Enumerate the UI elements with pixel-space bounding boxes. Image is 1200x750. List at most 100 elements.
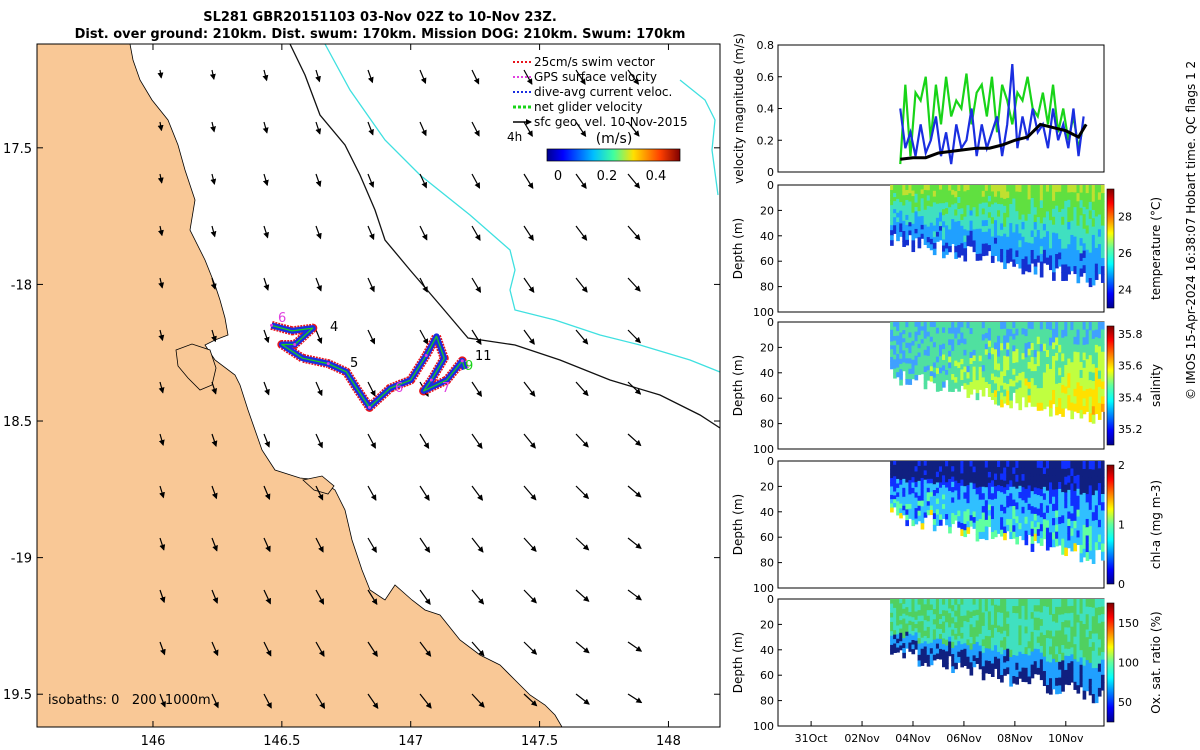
heatmap-cell xyxy=(914,370,919,376)
heatmap-cell xyxy=(938,471,943,478)
heatmap-cell xyxy=(911,482,916,489)
heatmap-cell xyxy=(1021,334,1026,342)
heatmap-cell xyxy=(990,512,995,520)
velocity-vector xyxy=(315,433,323,449)
heatmap-cell xyxy=(1015,250,1020,258)
heatmap-cell xyxy=(1061,400,1065,410)
heatmap-cell xyxy=(978,531,983,539)
heatmap-cell xyxy=(893,495,897,500)
heatmap-cell xyxy=(1064,484,1068,494)
heatmap-cell xyxy=(1058,352,1062,361)
heatmap-cell xyxy=(1024,378,1029,387)
heatmap-cell xyxy=(1012,191,1016,200)
heatmap-cell xyxy=(1048,262,1053,271)
heatmap-cell xyxy=(908,646,913,652)
heatmap-cell xyxy=(932,347,937,353)
heatmap-cell xyxy=(1094,633,1099,643)
heatmap-cell xyxy=(1003,389,1007,397)
heatmap-cell xyxy=(1018,198,1023,207)
heatmap-cell xyxy=(966,225,971,232)
heatmap-cell xyxy=(960,249,965,256)
heatmap-cell xyxy=(963,498,968,506)
heatmap-cell xyxy=(990,473,995,481)
heatmap-cell xyxy=(966,521,971,528)
heatmap-cell xyxy=(997,665,1001,673)
heatmap-y-tick-label: 80 xyxy=(760,695,774,708)
heatmap-cell xyxy=(1067,244,1071,253)
heatmap-cell xyxy=(978,222,983,230)
heatmap-cell xyxy=(935,322,940,329)
heatmap-cell xyxy=(893,185,897,190)
heatmap-cell xyxy=(1061,614,1065,623)
heatmap-cell xyxy=(1003,376,1007,384)
heatmap-cell xyxy=(978,209,983,217)
heatmap-cell xyxy=(1042,365,1047,374)
heatmap-cell xyxy=(1009,393,1013,402)
heatmap-cell xyxy=(938,235,943,241)
heatmap-cell xyxy=(908,629,913,635)
heatmap-cell xyxy=(1052,322,1056,330)
heatmap-cell xyxy=(1076,185,1081,194)
heatmap-cell xyxy=(1064,216,1068,226)
heatmap-cell xyxy=(1100,217,1105,227)
velocity-vector xyxy=(211,381,218,395)
heatmap-cell xyxy=(963,626,968,633)
heatmap-cell xyxy=(935,648,940,655)
heatmap-cell xyxy=(969,210,974,217)
heatmap-cell xyxy=(1073,483,1078,492)
heatmap-cell xyxy=(917,352,922,358)
heatmap-cell xyxy=(899,607,903,613)
heatmap-cell xyxy=(1015,641,1020,650)
velocity-vector xyxy=(419,225,428,241)
heatmap-cell xyxy=(899,374,903,381)
heatmap-cell xyxy=(993,322,998,330)
heatmap-cell xyxy=(923,475,928,481)
heatmap-cell xyxy=(1094,263,1099,273)
heatmap-cell xyxy=(1064,200,1068,210)
heatmap-cell xyxy=(1048,206,1053,214)
heatmap-cell xyxy=(1061,337,1065,347)
heatmap-cell xyxy=(957,197,961,204)
heatmap-cell xyxy=(1036,611,1041,619)
heatmap-cell xyxy=(1085,403,1090,412)
heatmap-cell xyxy=(1085,629,1090,638)
heatmap-cell xyxy=(932,466,937,474)
heatmap-cell xyxy=(923,229,928,236)
heatmap-cell xyxy=(1082,390,1087,399)
heatmap-cell xyxy=(935,385,940,392)
heatmap-cell xyxy=(1018,212,1023,221)
heatmap-cell xyxy=(1000,461,1004,468)
gps-fix-point xyxy=(429,378,433,382)
heatmap-cell xyxy=(1058,218,1062,227)
heatmap-cell xyxy=(945,604,949,612)
heatmap-cell xyxy=(923,609,928,616)
heatmap-cell xyxy=(1100,351,1105,360)
heatmap-cell xyxy=(1061,377,1065,386)
heatmap-cell xyxy=(911,493,916,500)
heatmap-cell xyxy=(917,330,922,336)
heatmap-cell xyxy=(1064,232,1068,242)
heatmap-cell xyxy=(1018,605,1023,613)
heatmap-cell xyxy=(935,514,940,521)
heatmap-cell xyxy=(1055,191,1059,200)
heatmap-cell xyxy=(935,643,940,650)
heatmap-cell xyxy=(1036,249,1041,257)
heatmap-cell xyxy=(951,654,955,661)
heatmap-cell xyxy=(960,348,965,355)
heatmap-cell xyxy=(1064,379,1068,388)
heatmap-cell xyxy=(1097,362,1102,372)
heatmap-cell xyxy=(1012,339,1016,347)
heatmap-cell xyxy=(1070,505,1075,514)
heatmap-cell xyxy=(987,471,992,478)
heatmap-cell xyxy=(969,363,974,371)
heatmap-cell xyxy=(1000,385,1004,394)
heatmap-cell xyxy=(899,337,903,344)
heatmap-cell xyxy=(1045,204,1050,213)
heatmap-cell xyxy=(911,223,916,230)
heatmap-cell xyxy=(1058,669,1062,679)
heatmap-cell xyxy=(899,489,903,495)
heatmap-cell xyxy=(963,523,968,531)
heatmap-cell xyxy=(948,617,952,624)
heatmap-cell xyxy=(1027,395,1032,403)
heatmap-cell xyxy=(908,612,913,618)
